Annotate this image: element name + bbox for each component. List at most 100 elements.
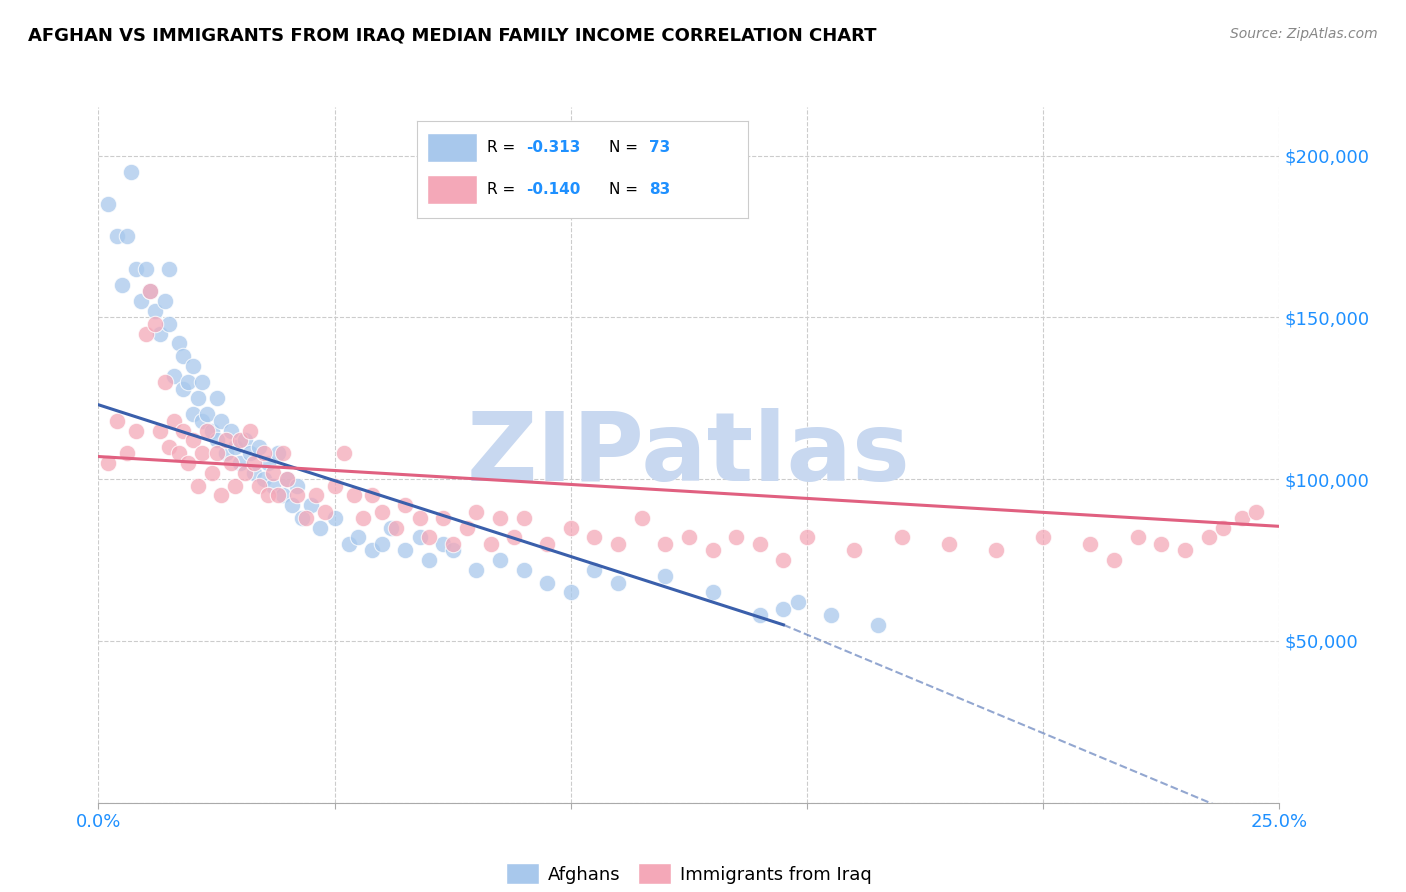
Point [215,434,238,448]
Point [333,446,356,460]
Point [1198,531,1220,545]
Point [125,261,148,276]
Point [139,285,162,299]
Point [209,488,232,502]
Point [1212,521,1234,535]
Point [583,563,606,577]
Point [385,521,408,535]
Point [503,531,526,545]
Point [479,537,502,551]
Point [441,537,464,551]
Point [772,553,794,567]
Point [361,488,384,502]
Point [257,456,280,470]
Point [115,229,138,244]
Point [418,531,440,545]
Point [1174,543,1197,558]
Point [149,326,172,341]
Text: ZIPatlas: ZIPatlas [467,409,911,501]
Point [323,478,346,492]
Point [702,543,724,558]
Point [725,531,748,545]
Point [702,585,724,599]
Point [441,543,464,558]
Point [394,543,416,558]
Point [281,498,304,512]
Point [337,537,360,551]
Point [678,531,700,545]
Point [432,511,454,525]
Point [167,446,190,460]
Point [583,531,606,545]
Point [253,472,276,486]
Point [560,585,582,599]
Point [181,359,204,373]
Point [243,466,266,480]
Point [177,375,200,389]
Point [229,456,252,470]
Point [786,595,808,609]
Point [305,488,328,502]
Point [536,537,558,551]
Point [172,382,194,396]
Point [276,472,298,486]
Point [380,521,402,535]
Point [796,531,818,545]
Point [149,424,172,438]
Point [135,261,157,276]
Point [205,434,228,448]
Point [253,446,276,460]
Text: Source: ZipAtlas.com: Source: ZipAtlas.com [1230,27,1378,41]
Point [172,349,194,363]
Point [432,537,454,551]
Point [121,165,143,179]
Point [654,537,676,551]
Point [129,294,152,309]
Point [143,317,166,331]
Point [243,456,266,470]
Point [205,446,228,460]
Text: AFGHAN VS IMMIGRANTS FROM IRAQ MEDIAN FAMILY INCOME CORRELATION CHART: AFGHAN VS IMMIGRANTS FROM IRAQ MEDIAN FA… [28,27,876,45]
Point [172,424,194,438]
Point [195,424,218,438]
Point [267,446,290,460]
Point [157,440,180,454]
Point [299,498,322,512]
Point [314,504,336,518]
Point [607,537,630,551]
Point [285,488,308,502]
Point [181,434,204,448]
Point [342,488,364,502]
Point [167,336,190,351]
Point [820,608,842,623]
Point [157,261,180,276]
Point [866,617,889,632]
Point [748,608,770,623]
Point [111,278,134,293]
Point [371,537,394,551]
Point [191,375,214,389]
Point [209,414,232,428]
Point [191,414,214,428]
Point [163,368,186,383]
Point [1150,537,1173,551]
Point [938,537,960,551]
Point [105,229,128,244]
Point [191,446,214,460]
Point [489,553,512,567]
Point [630,511,652,525]
Point [224,440,246,454]
Point [247,440,270,454]
Point [408,511,430,525]
Point [1102,553,1125,567]
Point [276,472,298,486]
Point [135,326,157,341]
Point [844,543,866,558]
Point [163,414,186,428]
Point [408,531,430,545]
Point [465,563,488,577]
Point [153,294,176,309]
Point [465,504,488,518]
Point [181,408,204,422]
Point [157,317,180,331]
